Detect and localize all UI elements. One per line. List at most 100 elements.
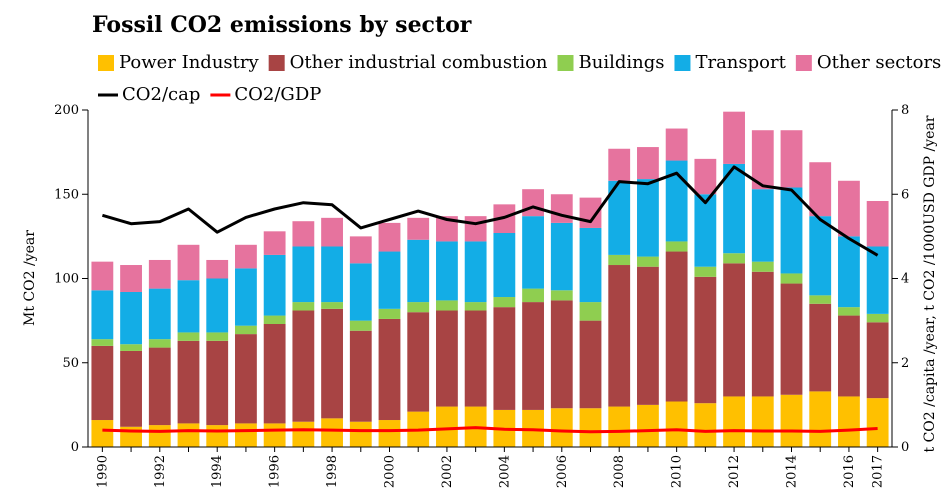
bar-transport-2004 xyxy=(493,233,516,298)
bar-power-industry-1999 xyxy=(349,421,372,447)
legend-swatch-other-industrial-combustion xyxy=(268,55,285,71)
bar-other-industrial-combustion-2005 xyxy=(522,302,544,410)
chart-title: Fossil CO2 emissions by sector xyxy=(92,12,472,38)
bar-other-industrial-combustion-2013 xyxy=(751,271,774,397)
bar-power-industry-2016 xyxy=(838,396,860,447)
bar-power-industry-1993 xyxy=(177,423,200,447)
x-tick-label: 2004 xyxy=(497,455,512,488)
bar-buildings-1994 xyxy=(206,332,229,341)
bar-buildings-2012 xyxy=(723,253,745,264)
bar-other-sectors-1991 xyxy=(120,265,142,292)
bar-power-industry-2011 xyxy=(694,403,717,447)
y-tick-right-label: 0 xyxy=(901,440,909,455)
y-tick-left-label: 50 xyxy=(62,356,79,371)
legend-label-other-industrial-combustion: Other industrial combustion xyxy=(290,52,548,73)
bar-transport-1993 xyxy=(177,280,200,333)
bar-other-industrial-combustion-1997 xyxy=(292,310,315,422)
bar-buildings-1992 xyxy=(148,339,171,348)
bar-transport-2003 xyxy=(464,241,487,303)
bar-other-sectors-2003 xyxy=(464,216,487,242)
x-tick-label: 2002 xyxy=(440,455,455,488)
bar-power-industry-1996 xyxy=(263,423,286,447)
bar-other-industrial-combustion-1991 xyxy=(120,350,142,427)
bar-buildings-2004 xyxy=(493,297,516,308)
bar-other-industrial-combustion-1993 xyxy=(177,340,200,424)
bar-buildings-2005 xyxy=(522,288,544,303)
y-tick-left-label: 100 xyxy=(54,272,79,287)
bar-buildings-2016 xyxy=(838,307,860,316)
bar-buildings-2001 xyxy=(407,302,430,313)
bar-other-industrial-combustion-2016 xyxy=(838,315,860,397)
bar-buildings-2006 xyxy=(550,290,573,301)
bar-transport-2011 xyxy=(694,194,717,267)
bar-buildings-2008 xyxy=(608,254,631,266)
bar-other-industrial-combustion-2003 xyxy=(464,310,487,407)
bar-other-sectors-2016 xyxy=(838,180,860,237)
bar-buildings-1996 xyxy=(263,315,286,324)
bar-transport-1996 xyxy=(263,254,286,316)
line-co2-gdp xyxy=(102,426,878,434)
bar-buildings-2015 xyxy=(809,295,832,304)
x-tick-label: 2012 xyxy=(727,455,742,488)
bar-other-industrial-combustion-1990 xyxy=(91,345,114,421)
bar-transport-2015 xyxy=(809,216,832,296)
bar-transport-2000 xyxy=(378,251,401,309)
bar-other-sectors-2001 xyxy=(407,217,430,240)
bar-other-industrial-combustion-2006 xyxy=(550,300,573,409)
x-tick-label: 2010 xyxy=(670,455,685,488)
bar-other-sectors-2000 xyxy=(378,222,401,252)
bar-other-sectors-2015 xyxy=(809,162,832,217)
bar-other-sectors-2017 xyxy=(866,200,889,247)
legend: Power Industry Other industrial combustio… xyxy=(98,52,941,105)
bar-buildings-2000 xyxy=(378,308,401,319)
bar-buildings-1993 xyxy=(177,332,200,341)
x-tick-label: 2014 xyxy=(785,455,800,488)
bar-other-industrial-combustion-1995 xyxy=(235,334,257,424)
legend-swatch-buildings xyxy=(557,55,574,71)
bar-power-industry-2000 xyxy=(378,420,401,447)
bar-other-industrial-combustion-2004 xyxy=(493,307,516,410)
bar-transport-2005 xyxy=(522,216,544,289)
bar-buildings-2011 xyxy=(694,266,717,277)
bar-power-industry-1994 xyxy=(206,425,229,447)
bar-other-industrial-combustion-2011 xyxy=(694,276,717,404)
bar-transport-2008 xyxy=(608,180,631,255)
bar-other-sectors-1998 xyxy=(321,217,343,247)
bar-power-industry-2008 xyxy=(608,406,631,447)
bar-power-industry-1998 xyxy=(321,418,343,447)
bar-power-industry-2002 xyxy=(436,406,458,447)
x-tick-label: 2008 xyxy=(612,455,627,488)
bar-other-industrial-combustion-1996 xyxy=(263,323,286,424)
x-tick-label: 1996 xyxy=(268,455,283,488)
bars xyxy=(91,111,889,447)
bar-other-sectors-2011 xyxy=(694,158,717,195)
y-tick-right-label: 6 xyxy=(901,187,909,202)
bar-other-sectors-1999 xyxy=(349,236,372,264)
bar-transport-2012 xyxy=(723,163,745,254)
bar-power-industry-2015 xyxy=(809,391,832,447)
bar-transport-2013 xyxy=(751,189,774,262)
bar-transport-2006 xyxy=(550,222,573,291)
y-axis-label-left: Mt CO2 /year xyxy=(22,230,38,326)
bar-other-industrial-combustion-2009 xyxy=(637,266,659,405)
bar-other-sectors-1990 xyxy=(91,261,114,291)
legend-swatch-other-sectors xyxy=(795,55,812,71)
bar-other-industrial-combustion-2014 xyxy=(780,283,803,395)
bar-other-sectors-2012 xyxy=(723,111,745,164)
bar-other-industrial-combustion-2010 xyxy=(665,251,688,402)
bar-other-sectors-1993 xyxy=(177,244,200,281)
bar-other-sectors-1995 xyxy=(235,244,257,269)
legend-swatch-transport xyxy=(674,55,691,71)
bar-power-industry-2012 xyxy=(723,396,745,447)
bar-buildings-1995 xyxy=(235,325,257,335)
y-axis-label-right: t CO2 /capita /year, t CO2 /1000USD GDP … xyxy=(922,115,938,452)
bar-power-industry-1995 xyxy=(235,423,257,447)
bar-other-sectors-2009 xyxy=(637,147,659,180)
bar-transport-1994 xyxy=(206,278,229,333)
x-tick-label: 1994 xyxy=(210,455,225,488)
legend-label-co2-gdp: CO2/GDP xyxy=(234,84,321,105)
bar-transport-1995 xyxy=(235,268,257,326)
y-tick-right-label: 8 xyxy=(901,103,909,118)
legend-label-co2-cap: CO2/cap xyxy=(122,84,200,105)
